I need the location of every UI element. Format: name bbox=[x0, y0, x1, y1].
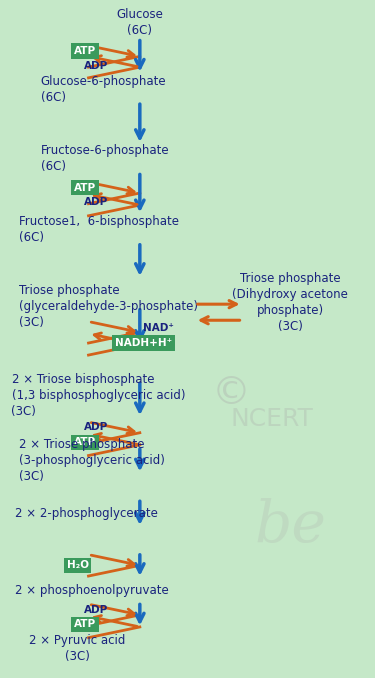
Text: 2 × Triose phosphate
(3-phosphoglyceric acid)
(3C): 2 × Triose phosphate (3-phosphoglyceric … bbox=[19, 439, 165, 483]
Text: H₂O: H₂O bbox=[66, 560, 88, 570]
Text: ATP: ATP bbox=[74, 437, 96, 447]
Text: 2 × Pyruvic acid
(3C): 2 × Pyruvic acid (3C) bbox=[29, 634, 126, 663]
Text: ADP: ADP bbox=[84, 61, 108, 71]
Text: Triose phosphate
(glyceraldehyde-3-phosphate)
(3C): Triose phosphate (glyceraldehyde-3-phosp… bbox=[19, 284, 198, 330]
Text: ATP: ATP bbox=[74, 619, 96, 629]
Text: ADP: ADP bbox=[84, 422, 108, 433]
Text: Glucose-6-phosphate
(6C): Glucose-6-phosphate (6C) bbox=[41, 75, 166, 104]
Text: ©: © bbox=[212, 374, 251, 412]
Text: ATP: ATP bbox=[74, 46, 96, 56]
Text: ATP: ATP bbox=[74, 182, 96, 193]
Text: Triose phosphate
(Dihydroxy acetone
phosphate)
(3C): Triose phosphate (Dihydroxy acetone phos… bbox=[232, 272, 348, 333]
Text: NAD⁺: NAD⁺ bbox=[143, 323, 174, 333]
Text: 2 × Triose bisphosphate
(1,3 bisphosphoglyceric acid)
(3C): 2 × Triose bisphosphate (1,3 bisphosphog… bbox=[12, 374, 185, 418]
Text: ADP: ADP bbox=[84, 197, 108, 207]
Text: 2 × 2-phosphoglycerate: 2 × 2-phosphoglycerate bbox=[15, 506, 158, 519]
Text: Glucose
(6C): Glucose (6C) bbox=[116, 8, 163, 37]
Text: NCERT: NCERT bbox=[230, 407, 313, 431]
Text: ADP: ADP bbox=[84, 605, 108, 614]
Text: Fructose-6-phosphate
(6C): Fructose-6-phosphate (6C) bbox=[41, 144, 170, 174]
Text: Fructose1,  6-bisphosphate
(6C): Fructose1, 6-bisphosphate (6C) bbox=[19, 216, 179, 244]
Text: NADH+H⁺: NADH+H⁺ bbox=[115, 338, 172, 348]
Text: 2 × phosphoenolpyruvate: 2 × phosphoenolpyruvate bbox=[15, 584, 169, 597]
Text: be: be bbox=[254, 498, 326, 555]
